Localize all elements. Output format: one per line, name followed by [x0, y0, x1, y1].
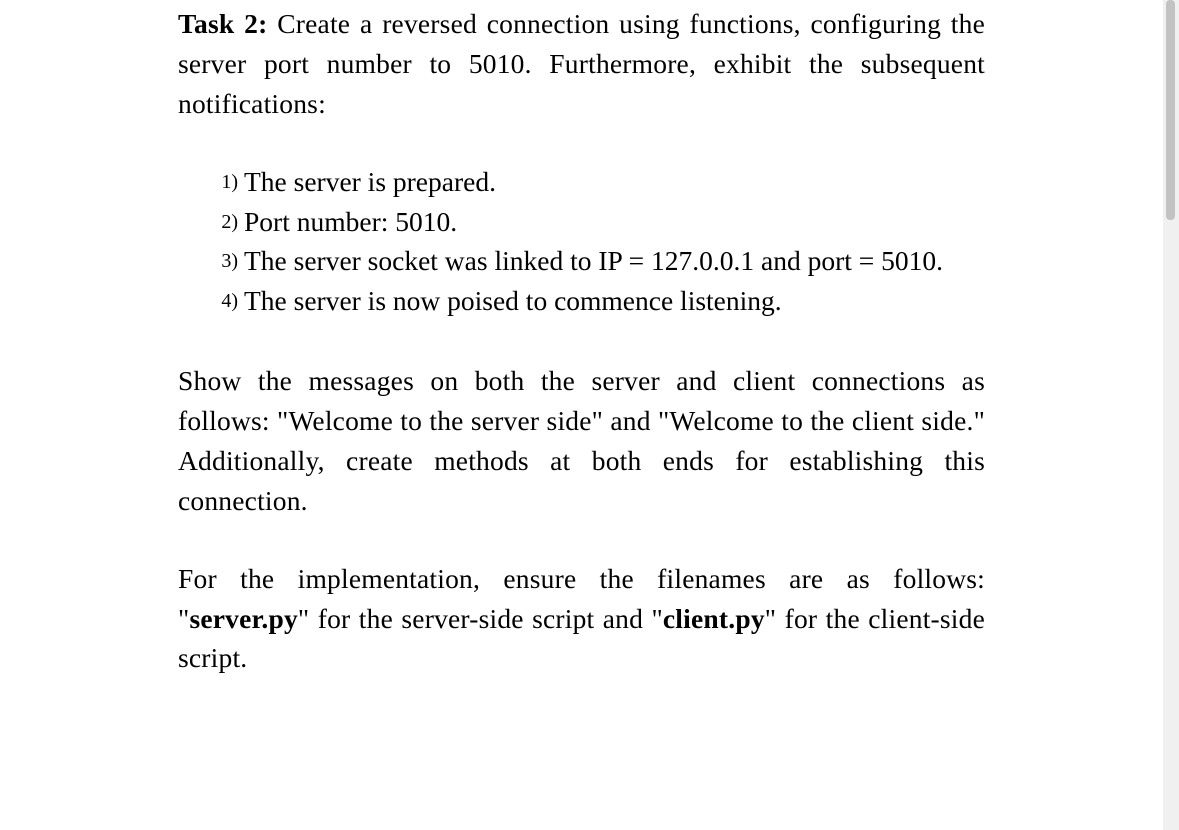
quote-close: " [298, 603, 309, 634]
list-text: The server is prepared. [244, 162, 985, 202]
list-text: Port number: 5010. [244, 202, 985, 242]
impl-mid: for the server-side script and [309, 603, 651, 634]
quote-open: " [651, 603, 662, 634]
scrollbar-thumb[interactable] [1166, 0, 1175, 220]
quote-close: " [765, 603, 776, 634]
client-filename: client.py [663, 603, 765, 634]
task-label: Task 2: [178, 8, 267, 39]
list-marker: 2) [210, 202, 238, 237]
list-item: 3) The server socket was linked to IP = … [210, 241, 985, 281]
list-item: 4) The server is now poised to commence … [210, 281, 985, 321]
impl-prefix: For the implementation, ensure the filen… [178, 563, 985, 594]
messages-paragraph: Show the messages on both the server and… [178, 361, 985, 521]
server-filename: server.py [189, 603, 297, 634]
scrollbar-track[interactable] [1163, 0, 1179, 830]
list-marker: 1) [210, 162, 238, 197]
implementation-paragraph: For the implementation, ensure the filen… [178, 559, 985, 679]
document-page: Task 2: Create a reversed connection usi… [0, 0, 1163, 830]
list-marker: 4) [210, 281, 238, 316]
task-intro-text: Create a reversed connection using funct… [178, 8, 985, 119]
list-item: 1) The server is prepared. [210, 162, 985, 202]
list-text: The server socket was linked to IP = 127… [244, 241, 985, 281]
list-text: The server is now poised to commence lis… [244, 281, 985, 321]
task-intro-paragraph: Task 2: Create a reversed connection usi… [178, 4, 985, 124]
quote-open: " [178, 603, 189, 634]
notification-list: 1) The server is prepared. 2) Port numbe… [210, 162, 985, 322]
list-item: 2) Port number: 5010. [210, 202, 985, 242]
list-marker: 3) [210, 241, 238, 276]
